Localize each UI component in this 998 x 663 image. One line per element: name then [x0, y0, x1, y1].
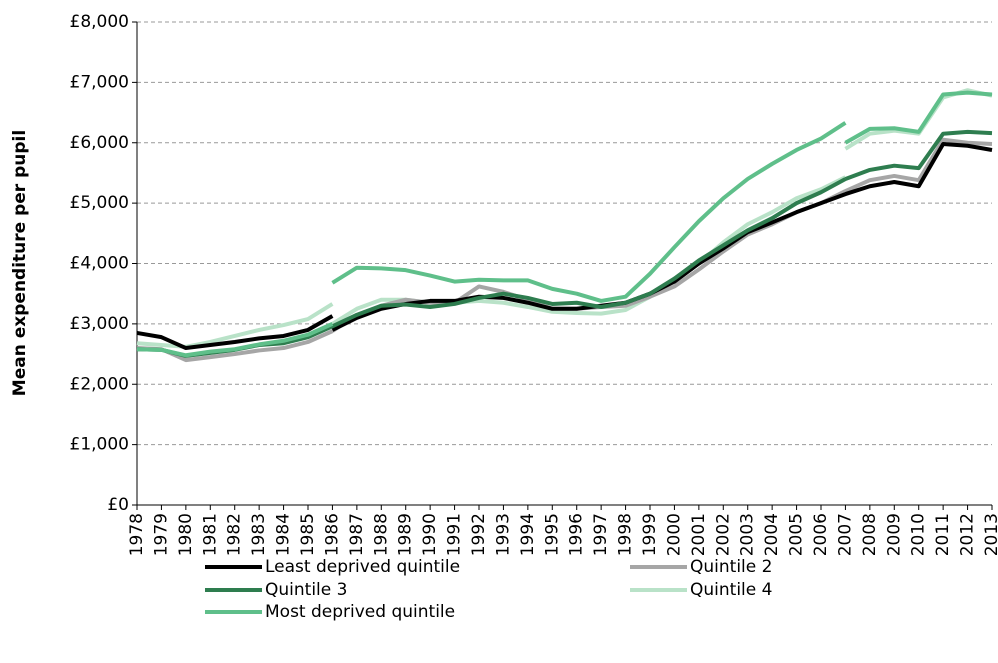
legend-label: Most deprived quintile — [265, 602, 455, 622]
x-tick-label: 1993 — [493, 513, 513, 556]
x-tick-label: 1980 — [176, 513, 196, 556]
x-tick-label: 2011 — [933, 513, 953, 556]
y-axis-label: Mean expenditure per pupil — [10, 130, 30, 396]
x-tick-label: 2003 — [738, 513, 758, 556]
x-tick-label: 1983 — [249, 513, 269, 556]
x-tick-label: 1985 — [298, 513, 318, 556]
y-tick-label: £4,000 — [70, 254, 129, 274]
x-tick-label: 1978 — [127, 513, 147, 556]
legend-label: Quintile 4 — [690, 580, 772, 600]
x-tick-label: 2001 — [689, 513, 709, 556]
x-tick-label: 1991 — [445, 513, 465, 556]
x-tick-label: 1999 — [640, 513, 660, 556]
x-tick-label: 1987 — [347, 513, 367, 556]
x-tick-label: 2009 — [884, 513, 904, 556]
x-tick-label: 1989 — [396, 513, 416, 556]
x-tick-label: 2012 — [958, 513, 978, 556]
y-tick-label: £2,000 — [70, 374, 129, 394]
x-tick-label: 2006 — [811, 513, 831, 556]
legend-label: Quintile 3 — [265, 580, 347, 600]
x-tick-label: 1988 — [371, 513, 391, 556]
x-tick-label: 1990 — [420, 513, 440, 556]
x-tick-label: 2007 — [835, 513, 855, 556]
x-tick-label: 1998 — [616, 513, 636, 556]
x-tick-label: 2013 — [982, 513, 998, 556]
line — [136, 141, 993, 351]
x-tick-label: 1994 — [518, 513, 538, 556]
y-tick-label: £5,000 — [70, 193, 129, 213]
x-tick-label: 2000 — [664, 513, 684, 556]
x-tick-label: 1997 — [591, 513, 611, 556]
line — [136, 129, 993, 358]
x-tick-label: 2010 — [909, 513, 929, 556]
x-tick-label: 1979 — [151, 513, 171, 556]
x-tick-label: 2005 — [787, 513, 807, 556]
y-tick-label: £8,000 — [70, 12, 129, 32]
x-tick-label: 1986 — [322, 513, 342, 556]
x-tick-label: 1995 — [542, 513, 562, 556]
x-tick-label: 2008 — [860, 513, 880, 556]
x-tick-label: 1981 — [200, 513, 220, 556]
y-tick-label: £1,000 — [70, 435, 129, 455]
legend-label: Quintile 2 — [690, 557, 772, 577]
x-tick-label: 2004 — [762, 513, 782, 556]
y-tick-label: £3,000 — [70, 314, 129, 334]
x-tick-label: 2002 — [713, 513, 733, 556]
x-tick-label: 1996 — [567, 513, 587, 556]
y-tick-label: £7,000 — [70, 72, 129, 92]
x-tick-label: 1992 — [469, 513, 489, 556]
x-tick-label: 1982 — [225, 513, 245, 556]
x-tick-label: 1984 — [274, 513, 294, 556]
line — [136, 90, 993, 358]
y-tick-label: £6,000 — [70, 133, 129, 153]
legend-label: Least deprived quintile — [265, 557, 460, 577]
y-tick-label: £0 — [107, 495, 129, 515]
